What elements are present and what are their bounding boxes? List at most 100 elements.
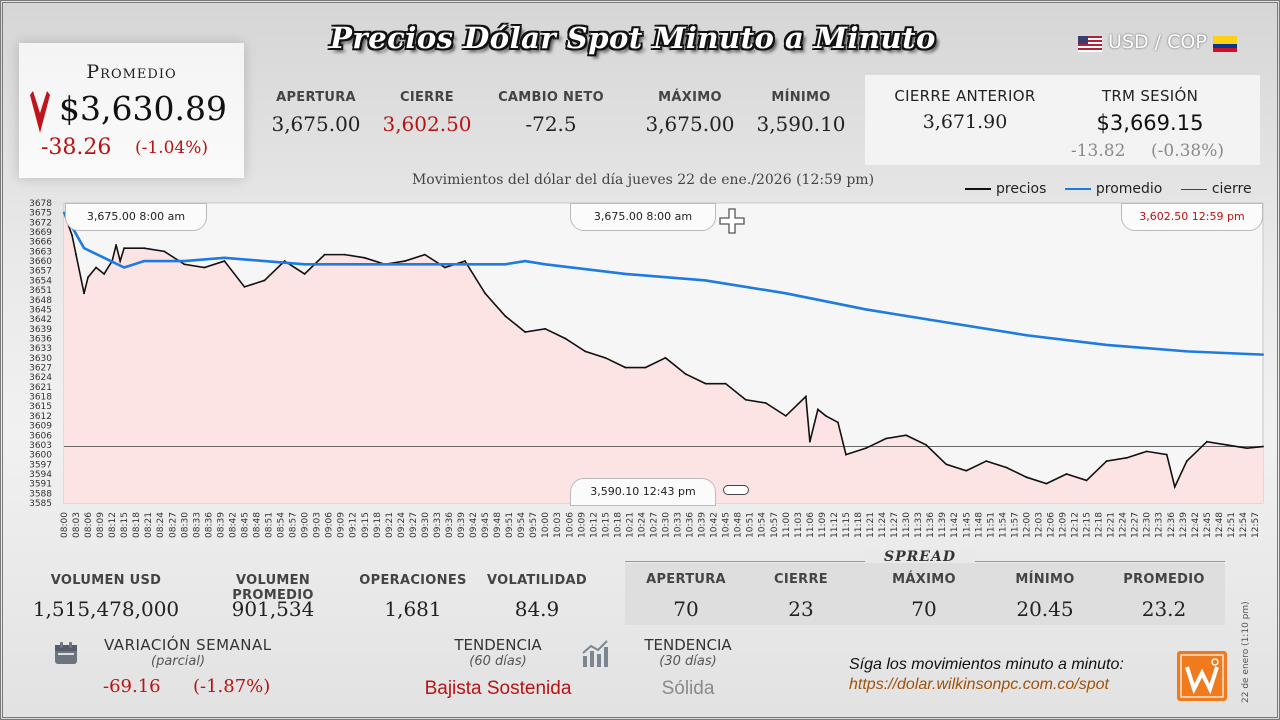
price-point-16	[243, 285, 246, 288]
average-point-13	[544, 263, 547, 266]
x-tick-label-36: 09:48	[493, 512, 503, 538]
x-tick-label-85: 12:15	[1083, 512, 1093, 538]
chart-subtitle: Movimientos del dólar del día jueves 22 …	[411, 172, 875, 188]
price-chart[interactable]: 3678367536723669366636633660365736543651…	[3, 198, 1280, 558]
average-point-16	[784, 292, 787, 295]
price-point-32	[564, 337, 567, 340]
price-point-25	[424, 253, 426, 256]
weekly-label: VARIACIÓN SEMANAL	[104, 636, 272, 654]
price-point-69	[1226, 444, 1228, 446]
price-point-39	[704, 382, 707, 385]
price-point-11	[143, 247, 146, 250]
x-tick-label-88: 12:24	[1119, 512, 1129, 538]
page-title: Precios Dólar Spot Minuto a Minuto	[330, 21, 936, 55]
stat-label-3: MÁXIMO	[658, 90, 722, 105]
x-tick-label-25: 09:15	[361, 512, 371, 538]
footer-url[interactable]: https://dolar.wilkinsonpc.com.co/spot	[849, 676, 1109, 693]
x-tick-label-95: 12:45	[1203, 512, 1213, 538]
average-point-20	[1105, 343, 1108, 347]
spread-value-1: 23	[788, 597, 814, 621]
x-tick-label-44: 10:12	[589, 512, 599, 538]
x-tick-label-86: 12:18	[1095, 512, 1105, 538]
average-point-0	[62, 211, 66, 214]
x-tick-label-34: 09:42	[469, 512, 479, 538]
spread-value-3: 20.45	[1016, 597, 1074, 621]
y-tick-label-29: 3591	[29, 480, 52, 490]
wilkinson-logo-icon[interactable]	[1177, 651, 1227, 701]
trend60-value: Bajista Sostenida	[424, 678, 572, 699]
x-tick-label-98: 12:54	[1239, 512, 1249, 538]
x-tick-label-50: 10:30	[662, 512, 672, 538]
price-point-66	[1173, 485, 1176, 488]
crosshair-icon[interactable]	[719, 208, 745, 238]
x-tick-label-94: 12:42	[1191, 512, 1201, 538]
average-change: -38.26	[41, 135, 112, 160]
x-tick-label-60: 11:00	[782, 512, 792, 538]
x-tick-label-2: 08:06	[84, 512, 94, 538]
price-point-58	[1025, 476, 1028, 479]
average-point-10	[463, 263, 467, 266]
average-point-15	[704, 279, 707, 282]
price-point-3	[83, 292, 85, 295]
price-point-27	[464, 260, 466, 262]
price-point-9	[119, 260, 122, 262]
x-tick-label-45: 10:15	[601, 512, 611, 538]
y-tick-label-22: 3612	[29, 412, 52, 422]
trend60-label: TENDENCIA	[454, 636, 542, 654]
x-tick-label-71: 11:33	[914, 512, 924, 538]
x-tick-label-20: 09:00	[301, 512, 311, 538]
x-tick-label-27: 09:21	[385, 512, 395, 538]
x-tick-label-5: 08:15	[120, 512, 130, 538]
timestamp-note: 22 de enero (1:10 pm)	[1241, 601, 1251, 703]
average-value: $3,630.89	[59, 89, 227, 128]
x-tick-label-1: 08:03	[72, 512, 82, 538]
x-tick-label-68: 11:24	[878, 512, 888, 538]
x-tick-label-69: 11:27	[890, 512, 900, 538]
x-tick-label-80: 12:00	[1022, 512, 1032, 538]
average-point-17	[864, 308, 868, 311]
x-tick-label-56: 10:48	[734, 512, 744, 538]
y-tick-label-6: 3660	[29, 257, 52, 267]
x-tick-label-73: 11:39	[938, 512, 948, 538]
price-point-6	[103, 273, 106, 275]
x-tick-label-91: 12:33	[1155, 512, 1165, 538]
x-tick-label-61: 11:03	[794, 512, 804, 538]
volume-label-0: VOLUMEN USD	[50, 573, 162, 588]
price-point-53	[925, 444, 928, 446]
x-tick-label-70: 11:30	[902, 512, 912, 538]
average-point-14	[624, 272, 627, 276]
x-tick-label-42: 10:06	[565, 512, 575, 538]
x-tick-label-32: 09:36	[445, 512, 455, 538]
x-tick-label-18: 08:54	[277, 512, 287, 538]
price-point-36	[644, 366, 647, 369]
y-tick-label-9: 3651	[29, 286, 52, 296]
volume-value-0: 1,515,478,000	[32, 597, 180, 621]
x-tick-label-8: 08:24	[156, 512, 166, 538]
price-point-71	[1262, 445, 1264, 448]
trm-change: -13.82	[1071, 141, 1126, 161]
price-point-51	[885, 437, 887, 440]
average-point-1	[82, 247, 86, 250]
price-point-10	[123, 247, 126, 250]
min-marker: 3,590.10 12:43 pm	[570, 478, 716, 506]
average-point-3	[123, 266, 126, 269]
x-tick-label-67: 11:21	[866, 512, 876, 538]
y-tick-label-15: 3633	[29, 344, 52, 354]
scroll-handle[interactable]	[723, 485, 749, 495]
weekly-value: -69.16	[103, 676, 161, 697]
x-tick-label-39: 09:57	[529, 512, 539, 538]
x-tick-label-46: 10:18	[613, 512, 623, 538]
average-point-18	[945, 321, 948, 324]
x-tick-label-76: 11:48	[974, 512, 984, 538]
price-point-67	[1185, 460, 1188, 462]
y-tick-label-10: 3648	[29, 296, 52, 306]
x-tick-label-33: 09:39	[457, 512, 467, 538]
trm-value: $3,669.15	[1096, 111, 1204, 135]
weekly-pct: (-1.87%)	[193, 676, 271, 697]
y-tick-label-17: 3627	[29, 364, 52, 374]
price-point-68	[1205, 440, 1208, 443]
x-tick-label-23: 09:09	[337, 512, 347, 538]
x-tick-label-3: 08:09	[96, 512, 106, 538]
x-tick-label-78: 11:54	[998, 512, 1008, 538]
price-point-5	[95, 266, 97, 269]
